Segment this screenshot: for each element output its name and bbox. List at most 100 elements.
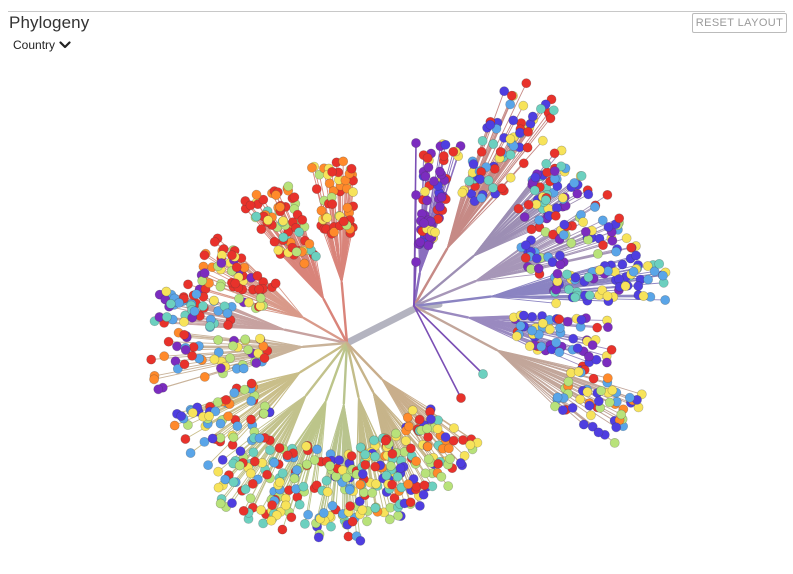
tip-node[interactable]	[318, 508, 329, 518]
tip-node[interactable]	[403, 421, 414, 432]
tip-node[interactable]	[555, 323, 565, 333]
tip-node[interactable]	[603, 322, 613, 333]
tip-node[interactable]	[537, 135, 548, 146]
tip-node[interactable]	[520, 252, 531, 263]
tip-node[interactable]	[534, 215, 544, 225]
tip-node[interactable]	[341, 472, 352, 483]
tip-node[interactable]	[614, 213, 625, 224]
tip-node[interactable]	[246, 396, 257, 406]
tip-node[interactable]	[247, 478, 258, 489]
tip-node[interactable]	[593, 396, 604, 407]
tip-node[interactable]	[411, 257, 421, 267]
tip-node[interactable]	[385, 461, 396, 471]
tip-node[interactable]	[475, 174, 485, 185]
tip-node[interactable]	[405, 497, 416, 508]
tip-node[interactable]	[191, 289, 202, 300]
tip-node[interactable]	[222, 308, 233, 319]
tip-node[interactable]	[551, 284, 561, 295]
tip-node[interactable]	[357, 504, 368, 515]
tip-node[interactable]	[476, 192, 487, 203]
tip-node[interactable]	[309, 455, 320, 465]
tip-node[interactable]	[420, 171, 431, 182]
tip-node[interactable]	[419, 218, 429, 228]
tip-node[interactable]	[552, 392, 563, 403]
tip-node[interactable]	[603, 266, 613, 276]
tip-node[interactable]	[433, 458, 443, 469]
tip-node[interactable]	[422, 195, 432, 206]
tip-node[interactable]	[187, 350, 197, 361]
tip-node[interactable]	[232, 421, 243, 431]
tip-node[interactable]	[253, 348, 263, 359]
tip-node[interactable]	[624, 392, 635, 403]
tip-node[interactable]	[598, 240, 608, 251]
tip-node[interactable]	[573, 366, 584, 377]
tip-node[interactable]	[326, 521, 336, 532]
tip-node[interactable]	[179, 316, 189, 327]
tip-node[interactable]	[633, 281, 644, 291]
tip-node[interactable]	[220, 474, 231, 485]
tip-node[interactable]	[246, 414, 256, 425]
tip-node[interactable]	[258, 518, 268, 529]
tip-node[interactable]	[567, 402, 578, 413]
tip-node[interactable]	[434, 166, 445, 177]
tip-node[interactable]	[568, 333, 579, 344]
tip-node[interactable]	[277, 468, 288, 479]
tip-node[interactable]	[499, 86, 510, 97]
tip-node[interactable]	[254, 433, 265, 444]
tip-node[interactable]	[355, 442, 366, 453]
tip-node[interactable]	[628, 266, 639, 277]
tip-node[interactable]	[227, 498, 237, 508]
tip-node[interactable]	[638, 291, 649, 301]
tip-node[interactable]	[522, 142, 533, 153]
tip-node[interactable]	[643, 274, 653, 285]
tip-node[interactable]	[185, 448, 196, 458]
tip-node[interactable]	[588, 373, 599, 384]
tip-node[interactable]	[269, 236, 280, 247]
tip-node[interactable]	[411, 138, 421, 148]
tip-node[interactable]	[483, 175, 494, 186]
tip-node[interactable]	[223, 320, 233, 330]
tip-node[interactable]	[183, 279, 193, 290]
tip-node[interactable]	[259, 353, 270, 363]
tip-node[interactable]	[294, 227, 304, 237]
tip-node[interactable]	[476, 146, 487, 157]
tip-node[interactable]	[313, 532, 324, 543]
tip-node[interactable]	[606, 344, 617, 355]
tip-node[interactable]	[252, 270, 263, 281]
tip-node[interactable]	[562, 316, 573, 327]
tip-node[interactable]	[282, 450, 293, 461]
tip-node[interactable]	[602, 189, 613, 200]
tip-node[interactable]	[551, 337, 562, 348]
tip-node[interactable]	[620, 281, 631, 291]
tip-node[interactable]	[422, 441, 433, 452]
tip-node[interactable]	[245, 468, 256, 479]
tip-node[interactable]	[590, 202, 600, 212]
tip-node[interactable]	[575, 394, 586, 405]
tip-node[interactable]	[298, 481, 309, 492]
tip-node[interactable]	[489, 163, 500, 174]
tip-node[interactable]	[448, 435, 459, 446]
tip-node[interactable]	[505, 99, 516, 110]
tip-node[interactable]	[291, 465, 302, 475]
tip-node[interactable]	[174, 297, 184, 308]
tip-node[interactable]	[230, 278, 241, 289]
tip-node[interactable]	[240, 334, 251, 345]
color-by-dropdown[interactable]: Country	[13, 38, 71, 52]
tip-node[interactable]	[440, 432, 451, 442]
tip-node[interactable]	[603, 222, 614, 232]
tip-node[interactable]	[448, 146, 459, 157]
tip-node[interactable]	[367, 487, 378, 498]
tip-node[interactable]	[415, 237, 426, 247]
tip-node[interactable]	[580, 226, 591, 237]
tip-node[interactable]	[274, 443, 285, 453]
tip-node[interactable]	[251, 189, 262, 200]
tip-node[interactable]	[240, 484, 251, 495]
tip-node[interactable]	[262, 469, 272, 480]
tip-node[interactable]	[403, 479, 414, 490]
tip-node[interactable]	[172, 341, 182, 352]
tip-node[interactable]	[312, 444, 322, 455]
tip-node[interactable]	[558, 405, 568, 415]
tip-node[interactable]	[570, 292, 580, 303]
tip-node[interactable]	[527, 325, 537, 336]
tip-node[interactable]	[578, 217, 588, 227]
